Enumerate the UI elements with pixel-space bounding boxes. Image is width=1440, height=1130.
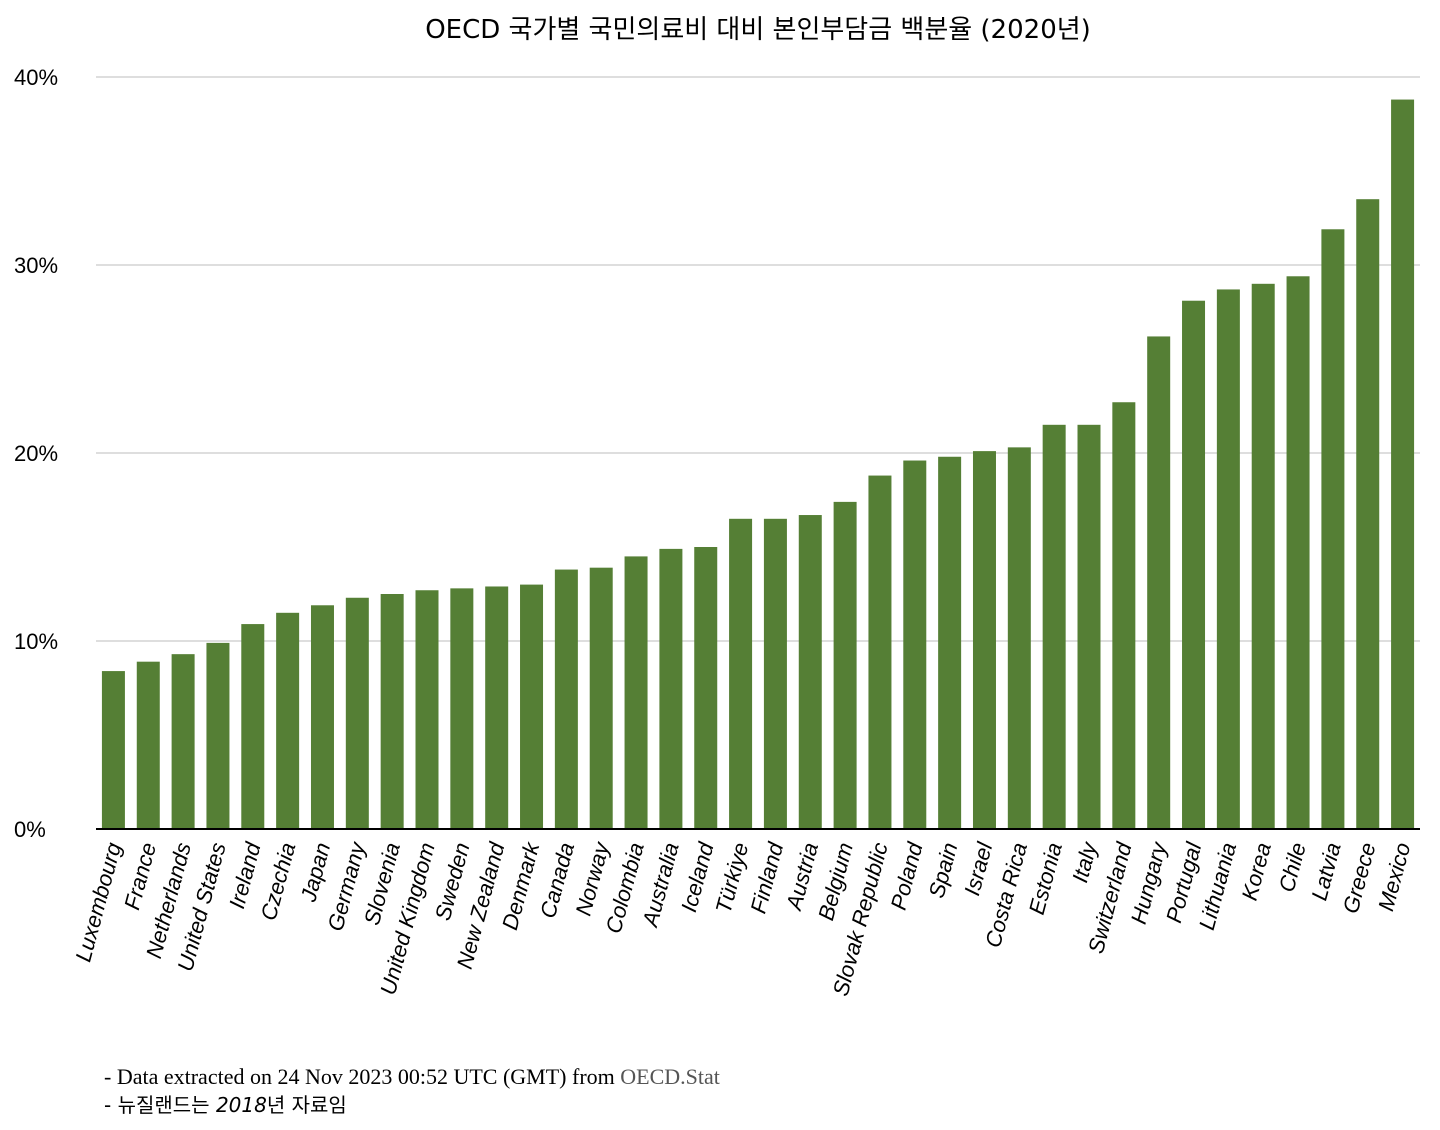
bar [206, 642, 230, 829]
bars [101, 99, 1415, 830]
footnote-source: - Data extracted on 24 Nov 2023 00:52 UT… [104, 1062, 720, 1091]
bar [589, 567, 613, 829]
footnote-nz-suffix: 년 자료임 [266, 1093, 347, 1117]
y-axis: 0% 10% 20% 30% 40% [14, 65, 58, 842]
x-tick-label: Luxembourg [70, 839, 126, 964]
bar [171, 654, 195, 829]
x-tick-label: Italy [1067, 838, 1102, 885]
bar [101, 671, 125, 829]
footnotes: - Data extracted on 24 Nov 2023 00:52 UT… [104, 1062, 720, 1120]
bar [1182, 300, 1206, 830]
x-tick-label: Korea [1237, 840, 1276, 903]
bar [1112, 402, 1136, 829]
x-tick-label: Latvia [1306, 840, 1345, 903]
bar [380, 594, 404, 829]
bar [624, 556, 648, 829]
bar [554, 569, 578, 829]
bar [310, 605, 334, 829]
bar [1391, 99, 1415, 829]
bar [1077, 424, 1101, 829]
bar [1216, 289, 1240, 829]
y-tick-label: 20% [14, 441, 58, 466]
bar [485, 586, 509, 829]
bar-chart: OECD 국가별 국민의료비 대비 본인부담금 백분율 (2020년) 0% 10… [14, 15, 1420, 999]
y-tick-label: 0% [14, 817, 46, 842]
bar [763, 518, 787, 829]
bar [345, 597, 369, 829]
bar [1147, 336, 1171, 829]
bar [729, 518, 753, 829]
source-link[interactable]: OECD.Stat [620, 1064, 720, 1089]
x-tick-label: Chile [1274, 840, 1311, 895]
x-tick-label: Mexico [1373, 840, 1415, 914]
bar [1007, 447, 1031, 829]
bar [938, 456, 962, 829]
bar [1042, 424, 1066, 829]
footnote-new-zealand: - 뉴질랜드는 2018년 자료임 [104, 1091, 720, 1120]
x-tick-label: Spain [924, 840, 963, 901]
chart-title: OECD 국가별 국민의료비 대비 본인부담금 백분율 (2020년) [425, 15, 1091, 45]
x-tick-label: Poland [886, 839, 928, 912]
y-tick-label: 30% [14, 253, 58, 278]
bar [520, 584, 544, 829]
bar [136, 661, 160, 829]
footnote-source-text: - Data extracted on 24 Nov 2023 00:52 UT… [104, 1064, 615, 1089]
bar [276, 612, 300, 829]
bar [659, 548, 683, 829]
bar [1286, 276, 1310, 829]
bar [798, 515, 822, 829]
bar [1356, 199, 1380, 829]
x-tick-label: Israel [959, 839, 997, 899]
bar [1251, 283, 1275, 829]
footnote-nz-prefix: - 뉴질랜드는 [104, 1093, 210, 1117]
bar [833, 501, 857, 829]
bar [903, 460, 927, 829]
bar [972, 451, 996, 829]
bar [415, 590, 439, 829]
bar [1321, 229, 1345, 829]
bar [241, 624, 265, 829]
y-tick-label: 40% [14, 65, 58, 90]
x-tick-label: Japan [295, 840, 335, 905]
bar [694, 547, 718, 829]
bar [450, 588, 474, 829]
y-tick-label: 10% [14, 629, 58, 654]
footnote-nz-year: 2018 [215, 1093, 267, 1117]
bar [868, 475, 892, 829]
